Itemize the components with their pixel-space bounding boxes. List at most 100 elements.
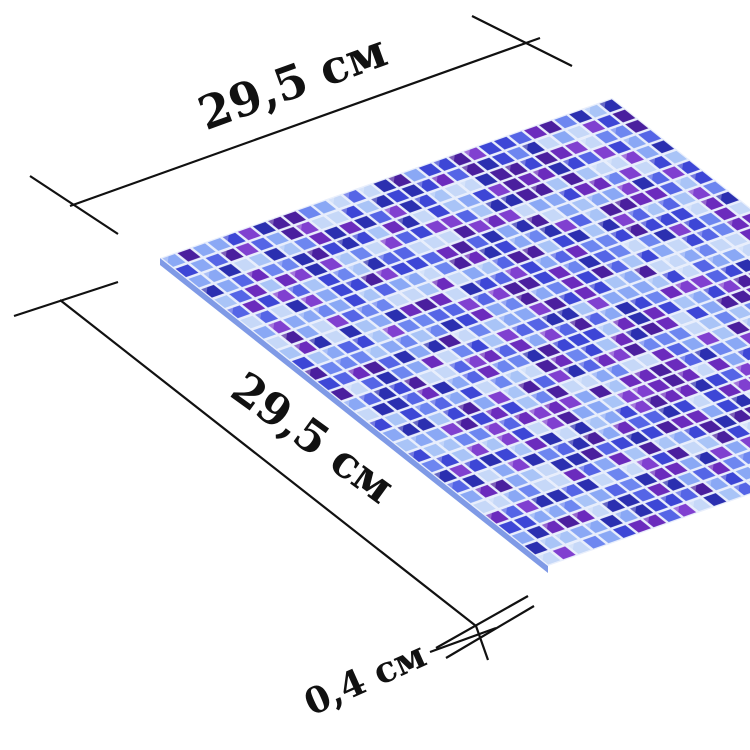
- mosaic-tile: [669, 415, 695, 429]
- mosaic-tile: [721, 352, 747, 367]
- mosaic-tile: [721, 248, 747, 263]
- mosaic-tile: [439, 214, 465, 229]
- mosaic-tile: [321, 345, 346, 360]
- mosaic-tile: [553, 114, 579, 129]
- mosaic-tile: [717, 383, 743, 398]
- mosaic-tile: [318, 257, 344, 272]
- mosaic-tile: [510, 426, 536, 441]
- mosaic-tile: [738, 228, 750, 242]
- mosaic-tile: [727, 305, 750, 320]
- mosaic-tile: [714, 191, 740, 206]
- mosaic-tile: [385, 189, 411, 203]
- mosaic-tile: [409, 225, 435, 240]
- mosaic-tile: [536, 343, 562, 358]
- mosaic-tile: [499, 504, 525, 519]
- mosaic-tile: [648, 155, 673, 170]
- mosaic-tile-sheen: [433, 471, 441, 479]
- mosaic-tile: [383, 412, 409, 427]
- mosaic-tile-sheen: [642, 516, 650, 524]
- mosaic-tile-sheen: [606, 366, 613, 373]
- mosaic-tile: [695, 331, 721, 346]
- mosaic-tile-sheen: [541, 418, 548, 426]
- mosaic-tile: [560, 379, 585, 394]
- mosaic-tile-sheen: [295, 223, 302, 231]
- mosaic-tile: [609, 228, 635, 243]
- mosaic-tile-sheen: [487, 497, 494, 504]
- mosaic-tile: [678, 352, 704, 367]
- mosaic-tile: [441, 406, 467, 421]
- mosaic-tile: [361, 256, 387, 271]
- mosaic-tile-sheen: [534, 257, 542, 265]
- mosaic-tile: [644, 498, 670, 513]
- mosaic-tile-sheen: [532, 169, 539, 177]
- mosaic-tile: [635, 249, 661, 263]
- mosaic-tile: [512, 411, 538, 426]
- mosaic-tile: [523, 229, 549, 244]
- mosaic-tile-sheen: [593, 356, 600, 363]
- mosaic-tile: [631, 280, 656, 295]
- mosaic-tile: [515, 499, 540, 514]
- mosaic-tile: [643, 186, 669, 201]
- mosaic-tile-sheen: [511, 325, 518, 333]
- mosaic-tile: [637, 129, 663, 144]
- mosaic-tile-sheen: [741, 318, 748, 325]
- mosaic-tile-sheen: [408, 451, 415, 458]
- mosaic-tile-sheen: [530, 289, 537, 296]
- mosaic-tile: [566, 540, 592, 555]
- mosaic-tile: [422, 443, 448, 458]
- mosaic-tile: [646, 482, 672, 497]
- mosaic-tile: [469, 307, 495, 322]
- mosaic-tile: [564, 244, 590, 259]
- mosaic-tile-sheen: [397, 425, 404, 432]
- mosaic-tile: [682, 321, 708, 336]
- mosaic-tile: [562, 364, 588, 378]
- mosaic-tile: [536, 447, 562, 462]
- mosaic-tile: [510, 219, 536, 233]
- mosaic-tile: [643, 290, 669, 305]
- mosaic-tile-sheen: [366, 332, 374, 339]
- mosaic-tile: [366, 225, 391, 240]
- mosaic-tile-sheen: [347, 264, 354, 272]
- mosaic-tile-sheen: [388, 383, 395, 391]
- mosaic-tile: [389, 365, 415, 380]
- mosaic-tile: [310, 215, 335, 230]
- mosaic-tile: [575, 270, 600, 285]
- mosaic-tile-sheen: [584, 522, 591, 529]
- mosaic-tile: [312, 200, 338, 215]
- mosaic-tile-sheen: [700, 199, 707, 206]
- mosaic-tile: [247, 252, 273, 267]
- mosaic-tile-sheen: [688, 500, 695, 508]
- mosaic-tile: [271, 288, 297, 303]
- mosaic-tile: [340, 309, 366, 323]
- mosaic-tile: [684, 201, 710, 216]
- mosaic-tile: [372, 282, 398, 297]
- mosaic-tile-sheen: [530, 496, 538, 504]
- mosaic-tile: [495, 328, 521, 343]
- mosaic-tile: [613, 197, 639, 212]
- mosaic-tile: [652, 228, 678, 243]
- mosaic-tile-sheen: [696, 230, 703, 237]
- mosaic-tile-sheen: [715, 297, 722, 305]
- mosaic-tile-sheen: [351, 233, 358, 241]
- mosaic-tile: [176, 248, 202, 263]
- mosaic-tile-sheen: [735, 365, 742, 372]
- mosaic-tile: [616, 493, 642, 508]
- mosaic-tile: [469, 203, 495, 218]
- mosaic-tile: [333, 251, 359, 266]
- mosaic-tile: [631, 488, 657, 502]
- mosaic-tile-sheen: [539, 330, 546, 338]
- mosaic-tile: [402, 168, 428, 183]
- mosaic-tile-sheen: [687, 292, 694, 300]
- mosaic-tile: [657, 404, 682, 419]
- mosaic-tile: [187, 274, 213, 288]
- mosaic-tile-sheen: [438, 440, 445, 448]
- mosaic-tile-sheen: [461, 372, 468, 380]
- mosaic-tile: [549, 249, 575, 264]
- mosaic-tile-sheen: [373, 389, 380, 396]
- mosaic-tile: [254, 309, 280, 324]
- mosaic-tile: [553, 322, 579, 337]
- mosaic-tile: [402, 375, 428, 390]
- mosaic-tile: [691, 362, 717, 377]
- mosaic-tile: [555, 410, 581, 425]
- mosaic-tile: [318, 361, 344, 375]
